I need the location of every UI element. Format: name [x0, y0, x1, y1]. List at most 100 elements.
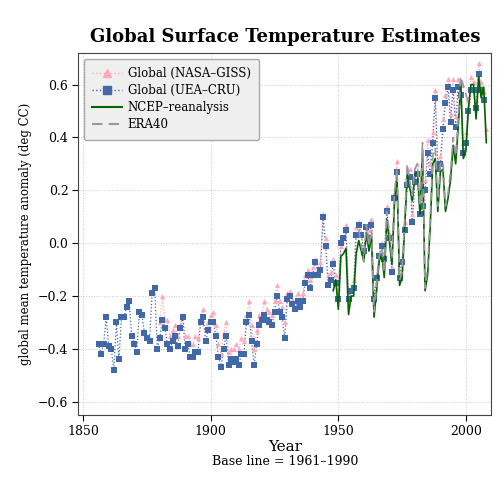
Point [189, 340, 197, 348]
Point [242, 310, 250, 318]
Point [462, 139, 470, 147]
Point [283, 295, 291, 303]
Point [454, 83, 462, 91]
Point [138, 310, 146, 318]
Point [176, 324, 184, 332]
Point [454, 75, 462, 83]
Point [416, 202, 424, 210]
Point [225, 348, 233, 356]
Point [324, 281, 332, 289]
Point [345, 292, 353, 300]
Point [370, 292, 378, 300]
Point [141, 329, 149, 337]
Point [372, 274, 381, 282]
Point [317, 266, 325, 274]
Point [383, 207, 391, 215]
Point [220, 329, 228, 337]
Point [237, 334, 245, 343]
Point [186, 340, 195, 348]
Point [408, 218, 416, 226]
Point [148, 289, 156, 297]
Point [426, 171, 434, 179]
Point [393, 157, 401, 165]
Point [112, 318, 120, 326]
Point [293, 289, 301, 297]
Point [309, 263, 317, 271]
Point [327, 268, 335, 276]
Point [296, 295, 304, 303]
Point [237, 350, 245, 358]
Point [398, 258, 406, 266]
Point [444, 83, 452, 91]
Point [255, 321, 263, 329]
Point [153, 345, 161, 353]
Point [268, 321, 276, 329]
Point [449, 75, 457, 83]
Point [207, 318, 215, 326]
Point [332, 279, 340, 287]
Point [464, 107, 472, 115]
Point [217, 350, 225, 358]
Point [339, 234, 347, 242]
Point [434, 157, 442, 165]
Point [227, 345, 235, 353]
Point [214, 353, 222, 361]
Point [391, 194, 399, 202]
Point [347, 287, 355, 295]
Point [291, 305, 299, 313]
Point [431, 94, 439, 102]
Point [217, 363, 225, 371]
Point [413, 171, 421, 179]
Point [161, 316, 169, 324]
Point [130, 340, 138, 348]
Point [391, 189, 399, 197]
Point [470, 78, 478, 86]
Point [296, 303, 304, 311]
Point [253, 326, 261, 334]
Point [334, 295, 342, 303]
Point [301, 271, 309, 279]
Point [429, 128, 437, 136]
Point [156, 318, 164, 326]
Point [301, 279, 309, 287]
Point [355, 218, 363, 226]
Point [156, 334, 164, 343]
Point [314, 271, 322, 279]
Point [105, 342, 113, 350]
Point [158, 292, 166, 300]
Point [258, 316, 266, 324]
Point [423, 149, 431, 157]
Point [166, 345, 174, 353]
Point [230, 358, 238, 366]
Point [324, 271, 332, 279]
Point [176, 321, 184, 329]
Point [268, 310, 276, 318]
Point [464, 97, 472, 105]
Point [212, 321, 220, 329]
Point [242, 318, 250, 326]
Point [416, 210, 424, 218]
Point [431, 86, 439, 94]
Point [288, 295, 296, 303]
Point [442, 99, 450, 107]
Point [273, 292, 281, 300]
Point [365, 226, 373, 234]
Point [377, 242, 386, 250]
Point [128, 331, 136, 340]
Point [403, 181, 411, 189]
Point [423, 136, 431, 144]
Point [298, 297, 306, 305]
Point [186, 353, 195, 361]
Point [406, 165, 414, 173]
Point [472, 104, 480, 112]
Point [447, 118, 455, 126]
Point [319, 210, 327, 218]
Point [143, 334, 151, 343]
Point [194, 348, 202, 356]
Point [276, 308, 284, 316]
X-axis label: Year: Year [268, 441, 302, 455]
Point [447, 110, 455, 118]
Point [107, 345, 115, 353]
Point [467, 86, 475, 94]
Point [240, 337, 248, 345]
